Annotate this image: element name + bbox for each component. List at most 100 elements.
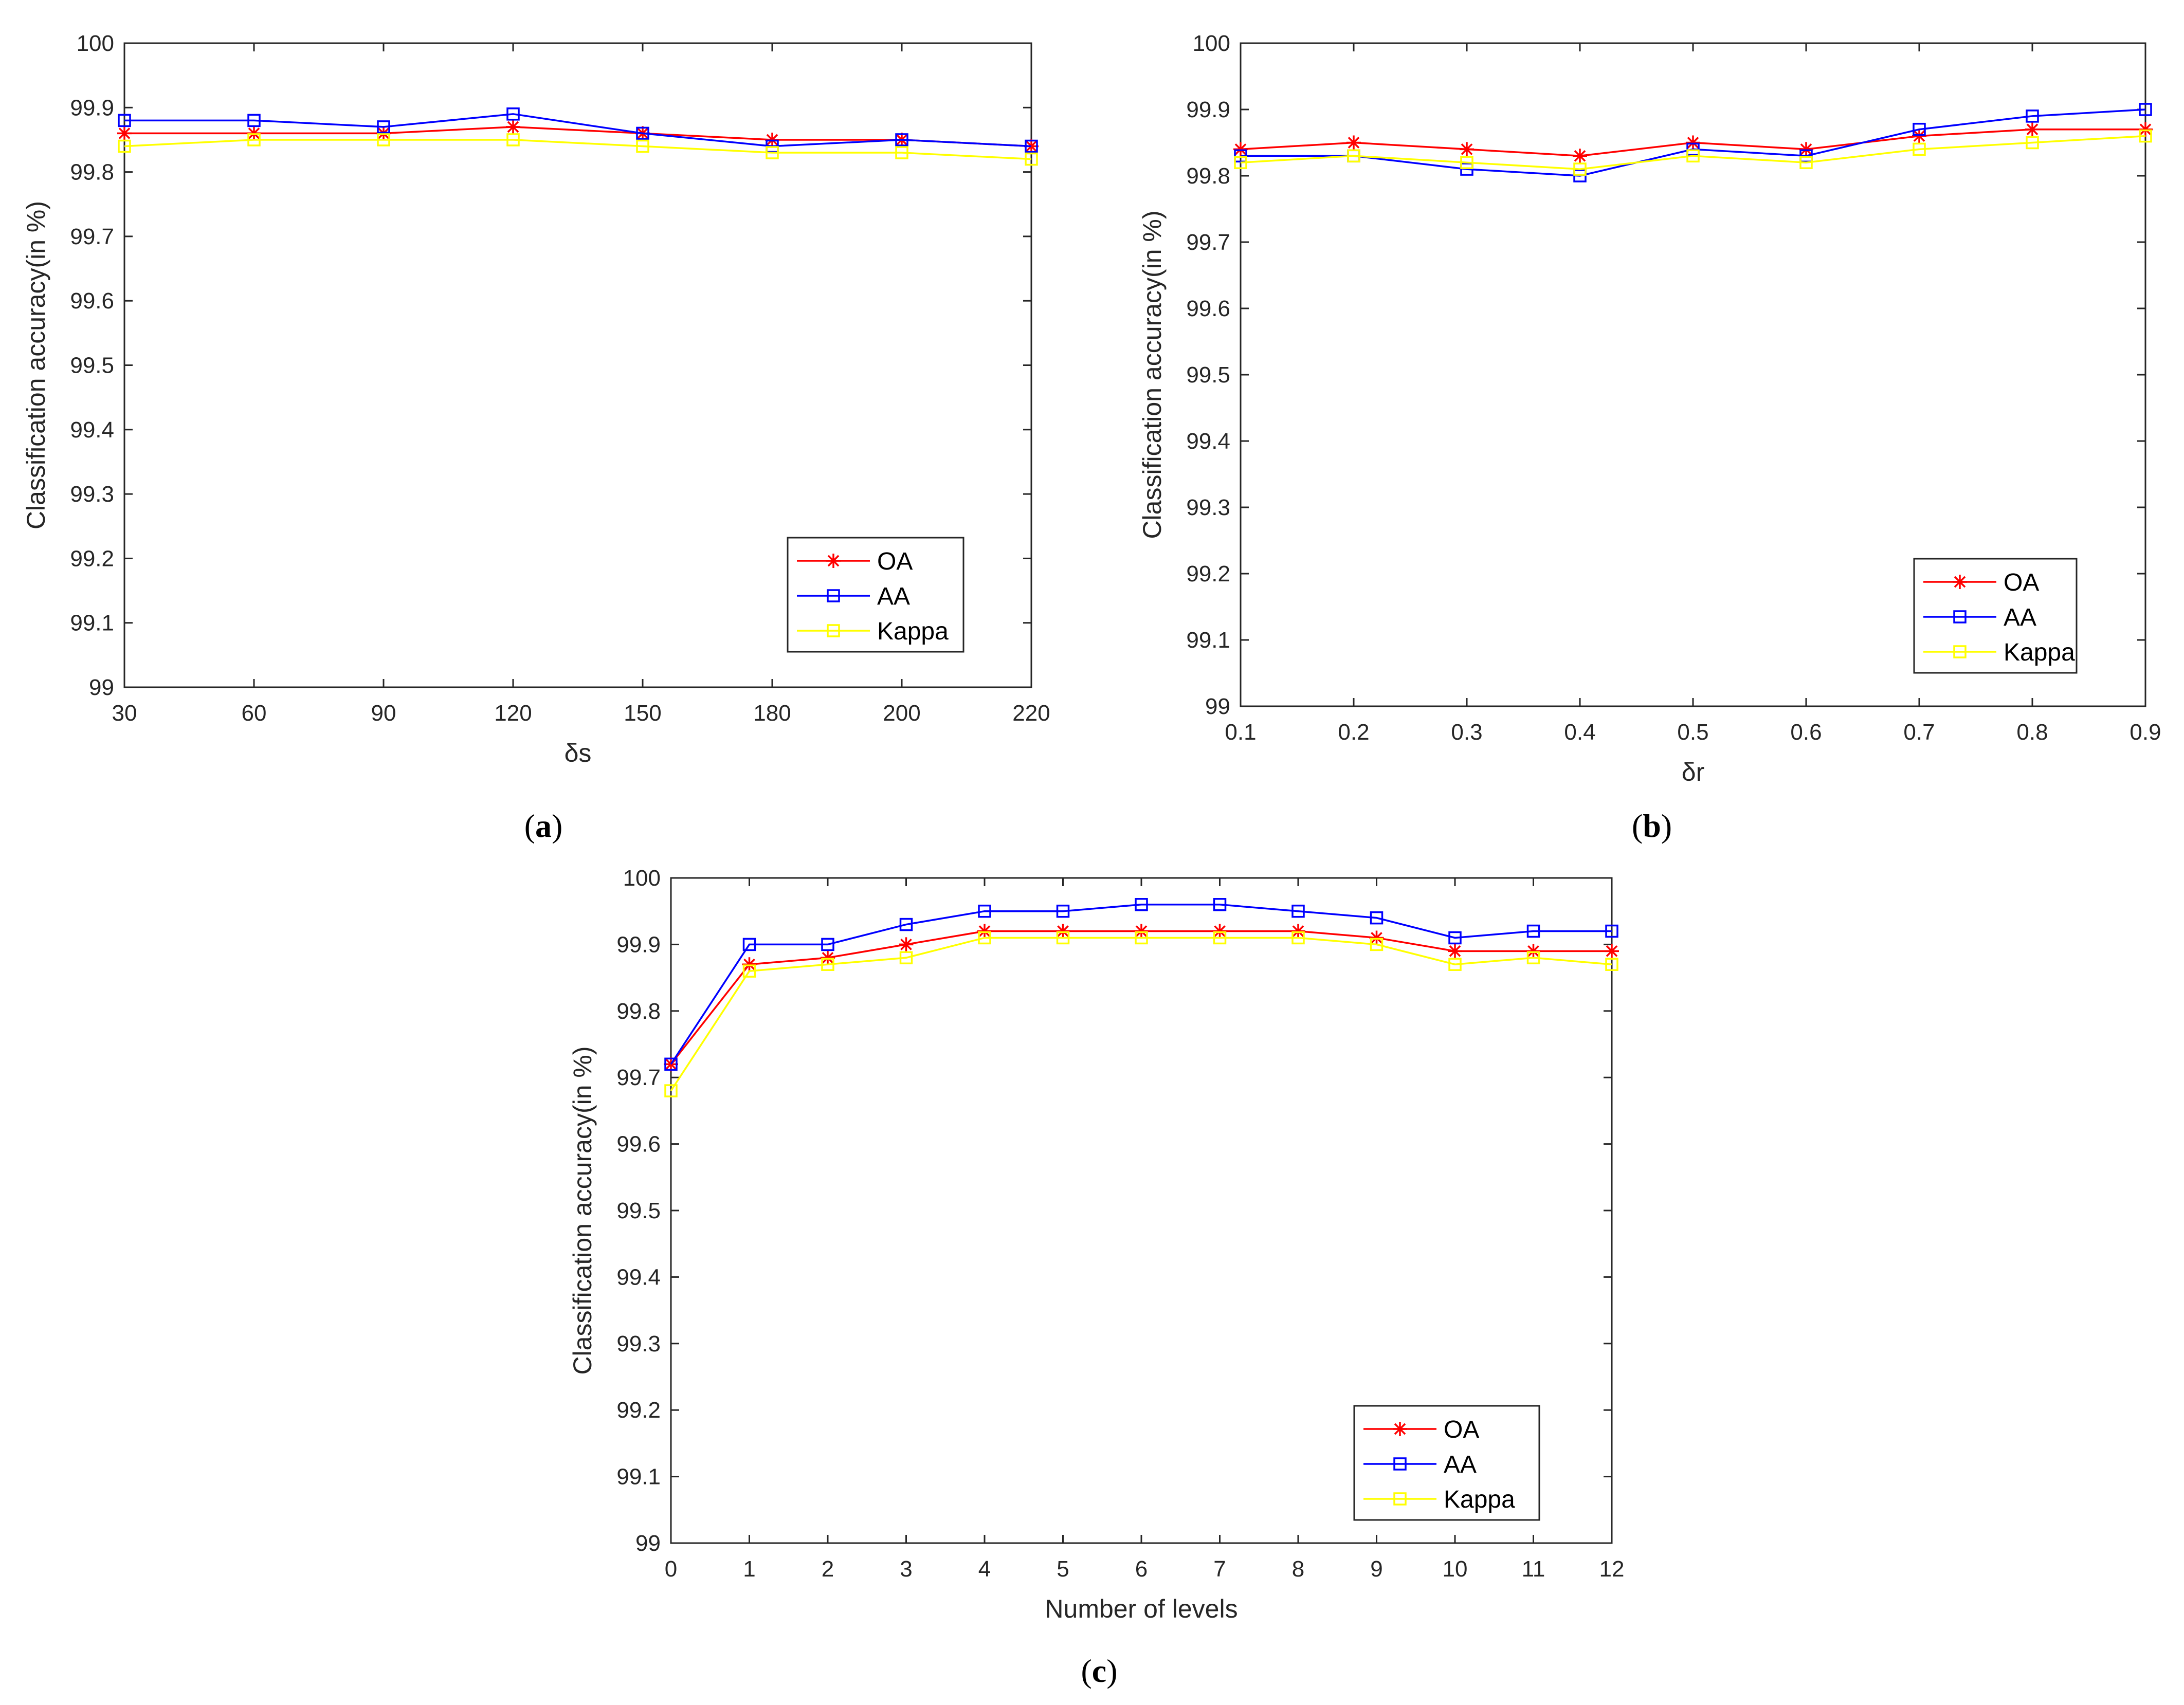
data-point-kappa	[1347, 149, 1360, 163]
y-tick-label: 99.6	[70, 288, 114, 314]
y-axis-label: Classification accuracy(in %)	[1138, 210, 1167, 539]
x-tick-label: 30	[112, 701, 137, 726]
data-point-oa	[1134, 924, 1149, 939]
data-point-kappa	[1460, 156, 1473, 169]
data-point-aa	[1448, 931, 1462, 945]
legend-marker-oa	[1953, 575, 1967, 589]
y-tick-label: 99.8	[70, 160, 114, 185]
legend-label-oa: OA	[2004, 569, 2039, 596]
data-point-aa	[1686, 142, 1700, 156]
data-point-oa	[1686, 135, 1700, 150]
y-tick-label: 99.6	[1186, 296, 1230, 321]
data-point-aa	[2139, 103, 2152, 116]
legend-marker-oa	[1393, 1422, 1407, 1436]
caption-letter: b	[1643, 808, 1661, 844]
data-point-kappa	[895, 146, 908, 159]
legend-label-kappa: Kappa	[2004, 639, 2075, 666]
data-point-kappa	[766, 146, 779, 159]
x-tick-label: 0.7	[1903, 720, 1935, 745]
data-point-kappa	[1526, 951, 1540, 965]
x-tick-label: 0.6	[1790, 720, 1822, 745]
caption-paren-open: (	[1632, 808, 1643, 844]
data-point-oa	[1346, 135, 1361, 150]
legend-label-kappa: Kappa	[877, 618, 949, 645]
data-point-aa	[1526, 924, 1540, 938]
y-tick-label: 99.2	[616, 1398, 661, 1423]
y-tick-label: 99	[89, 675, 114, 700]
panel-caption: (c)	[1081, 1653, 1117, 1689]
series-aa	[664, 898, 1618, 1071]
data-point-aa	[1913, 122, 1926, 136]
y-tick-label: 99.5	[70, 353, 114, 378]
data-point-oa	[2138, 122, 2153, 137]
data-point-aa	[247, 114, 261, 127]
x-tick-label: 0	[665, 1556, 677, 1582]
y-tick-label: 99.5	[616, 1198, 661, 1223]
caption-paren-close: )	[1661, 808, 1672, 844]
legend-marker-kappa	[827, 624, 840, 637]
y-tick-label: 100	[1193, 31, 1230, 56]
data-point-oa	[1055, 924, 1070, 939]
y-tick-label: 99.4	[1186, 429, 1230, 454]
data-point-oa	[506, 119, 520, 134]
y-tick-label: 99	[635, 1531, 661, 1556]
data-point-aa	[506, 107, 520, 121]
data-point-oa	[1233, 142, 1248, 157]
y-tick-label: 99.5	[1186, 362, 1230, 388]
data-point-kappa	[1605, 958, 1618, 971]
data-point-kappa	[1573, 162, 1587, 176]
legend-label-aa: AA	[1444, 1451, 1477, 1478]
legend-box	[1913, 558, 2078, 674]
data-point-kappa	[664, 1084, 678, 1097]
data-point-oa	[1526, 944, 1541, 959]
y-tick-label: 99.7	[70, 224, 114, 249]
caption-paren-open: (	[524, 808, 535, 844]
data-point-oa	[1605, 944, 1619, 959]
data-point-aa	[742, 938, 756, 951]
y-tick-label: 100	[77, 31, 114, 56]
x-tick-label: 0.4	[1564, 720, 1595, 745]
chart-panel-a: 99 99.1 99.2 99.3 99.4 99.5 99.6 99.7 99.8 99.9 10…	[22, 31, 1050, 844]
y-tick-label: 99.8	[1186, 163, 1230, 189]
x-tick-label: 0.5	[1677, 720, 1708, 745]
data-point-kappa	[978, 931, 991, 945]
y-tick-label: 99.1	[616, 1464, 661, 1490]
y-tick-label: 99.3	[616, 1331, 661, 1356]
legend-marker-aa	[827, 589, 840, 602]
data-point-aa	[899, 918, 913, 931]
y-axis-label: Classification accuracy(in %)	[22, 201, 50, 529]
data-point-kappa	[1799, 156, 1813, 169]
data-point-aa	[1573, 169, 1587, 182]
x-tick-label: 180	[753, 701, 791, 726]
chart-panel-c: 9999.199.299.399.499.599.699.799.899.910…	[568, 866, 1624, 1689]
data-point-kappa	[506, 133, 520, 146]
series-line-kappa	[1240, 135, 2146, 170]
legend-label-oa: OA	[1444, 1416, 1479, 1443]
x-tick-label: 8	[1292, 1556, 1304, 1582]
data-point-kappa	[377, 133, 390, 146]
data-point-aa	[2026, 109, 2039, 123]
data-point-oa	[2025, 122, 2040, 137]
series-aa	[118, 107, 1038, 153]
data-point-aa	[1370, 911, 1384, 925]
data-point-kappa	[1291, 931, 1305, 945]
chart-panel-b: 99 99.1 99.2 99.3 99.4 99.5 99.6 99.7 99.8 99.9 10…	[1138, 31, 2161, 844]
data-point-oa	[1912, 129, 1926, 143]
data-point-kappa	[1056, 931, 1070, 945]
y-tick-label: 99.9	[1186, 97, 1230, 122]
x-tick-label: 3	[900, 1556, 912, 1582]
data-point-oa	[1460, 142, 1474, 157]
data-point-kappa	[1025, 152, 1038, 166]
x-tick-label: 150	[624, 701, 661, 726]
legend: OA AA Kappa	[787, 537, 964, 653]
data-point-oa	[1573, 149, 1587, 163]
data-point-kappa	[2026, 136, 2039, 150]
data-point-oa	[1448, 944, 1462, 959]
series-line-oa	[124, 126, 1032, 148]
y-tick-label: 99.7	[1186, 230, 1230, 255]
data-point-aa	[1460, 162, 1473, 176]
y-tick-label: 99	[1205, 694, 1230, 719]
y-tick-label: 99.1	[70, 611, 114, 636]
panel-caption: (b)	[1632, 808, 1672, 844]
x-tick-label: 7	[1213, 1556, 1226, 1582]
